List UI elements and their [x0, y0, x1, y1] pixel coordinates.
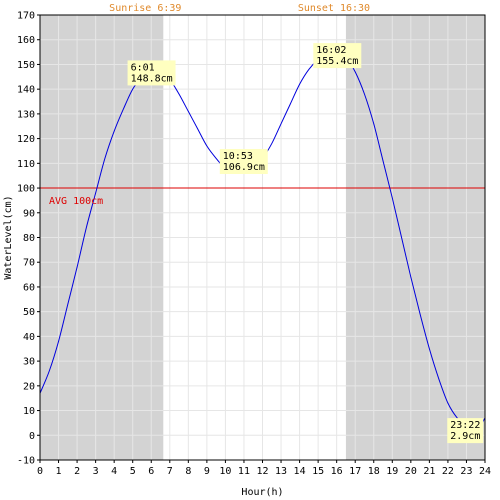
x-tick-label: 1: [56, 466, 62, 477]
y-tick-label: 90: [23, 208, 35, 219]
y-axis-title: WaterLevel(cm): [3, 195, 14, 279]
annotation-value: 155.4cm: [316, 56, 358, 67]
annotation-time: 23:22: [450, 420, 480, 431]
x-tick-label: 11: [238, 466, 250, 477]
y-tick-label: 20: [23, 381, 35, 392]
x-tick-label: 18: [368, 466, 380, 477]
y-tick-label: 50: [23, 307, 35, 318]
annotation-time: 6:01: [131, 62, 155, 73]
y-tick-label: 170: [17, 11, 35, 22]
y-tick-label: -10: [17, 456, 35, 467]
x-tick-label: 7: [167, 466, 173, 477]
x-tick-label: 5: [130, 466, 136, 477]
x-tick-label: 24: [479, 466, 491, 477]
y-tick-label: 160: [17, 35, 35, 46]
x-tick-label: 8: [185, 466, 191, 477]
x-tick-label: 16: [331, 466, 343, 477]
x-tick-label: 12: [256, 466, 268, 477]
y-tick-label: 100: [17, 184, 35, 195]
x-tick-label: 15: [312, 466, 324, 477]
x-tick-label: 20: [405, 466, 417, 477]
x-tick-label: 22: [442, 466, 454, 477]
x-tick-label: 4: [111, 466, 117, 477]
x-tick-label: 19: [386, 466, 398, 477]
x-axis-title: Hour(h): [241, 487, 283, 498]
y-tick-label: 80: [23, 233, 35, 244]
x-tick-label: 17: [349, 466, 361, 477]
y-tick-label: 120: [17, 134, 35, 145]
y-tick-label: 110: [17, 159, 35, 170]
average-label: AVG 100cm: [49, 196, 103, 207]
x-tick-label: 6: [148, 466, 154, 477]
annotation-value: 106.9cm: [223, 162, 265, 173]
y-tick-label: 30: [23, 357, 35, 368]
y-tick-label: 130: [17, 109, 35, 120]
x-tick-label: 9: [204, 466, 210, 477]
annotation-time: 16:02: [316, 45, 346, 56]
x-tick-label: 14: [294, 466, 306, 477]
annotation-value: 148.8cm: [131, 73, 173, 84]
x-tick-label: 3: [93, 466, 99, 477]
x-tick-label: 2: [74, 466, 80, 477]
annotation-value: 2.9cm: [450, 431, 480, 442]
x-tick-label: 13: [275, 466, 287, 477]
y-tick-label: 150: [17, 60, 35, 71]
annotation-box: [313, 43, 362, 69]
annotation-box: [447, 418, 484, 444]
sunset-label: Sunset 16:30: [298, 3, 370, 14]
x-tick-label: 23: [460, 466, 472, 477]
sunrise-label: Sunrise 6:39: [109, 3, 181, 14]
y-tick-label: 10: [23, 406, 35, 417]
y-tick-label: 70: [23, 258, 35, 269]
annotation-time: 10:53: [223, 151, 253, 162]
y-tick-label: 60: [23, 282, 35, 293]
y-tick-label: 40: [23, 332, 35, 343]
y-tick-label: 140: [17, 85, 35, 96]
x-tick-label: 10: [219, 466, 231, 477]
annotation-box: [127, 60, 176, 86]
x-tick-label: 0: [37, 466, 43, 477]
x-tick-label: 21: [423, 466, 435, 477]
labels: Sunrise 6:39 Sunset 16:30 AVG 100cm Hour…: [3, 3, 370, 498]
axes: 0 1 2 3 4 5 6 7 8 9 10 11 12 13 14 15 16 17 18 19 20 21 22 23 24…: [17, 11, 491, 478]
annotation-box: [219, 148, 268, 174]
y-tick-label: 0: [29, 431, 35, 442]
